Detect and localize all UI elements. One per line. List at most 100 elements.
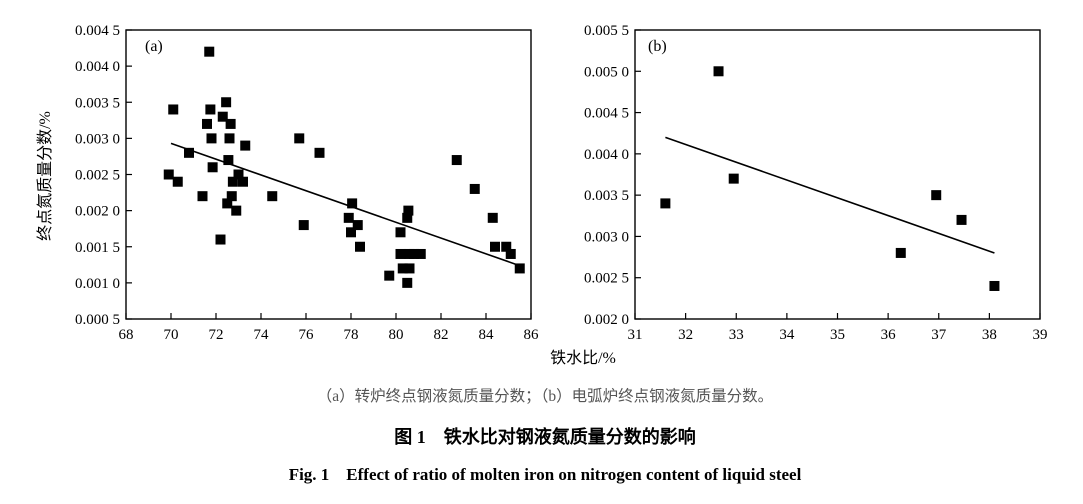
chart-a-data-point (395, 227, 406, 238)
chart-a-data-point (395, 248, 406, 259)
chart-a-data-point (227, 176, 238, 187)
chart-a-data-point (215, 234, 226, 245)
chart-a-ytick-label: 0.003 5 (75, 95, 120, 111)
chart-a-data-point (343, 212, 354, 223)
chart-a-data-point (233, 169, 244, 180)
chart-b-xtick-label: 34 (779, 327, 795, 343)
chart-a-data-point (240, 140, 251, 151)
chart-a-xtick-label: 82 (434, 327, 449, 343)
chart-b-data-point (728, 173, 739, 184)
chart-b-ytick-label: 0.004 0 (584, 147, 629, 163)
chart-b-data-point (660, 198, 671, 209)
chart-a-data-point (397, 263, 408, 274)
chart-a-data-point (346, 227, 356, 238)
chart-a-xtick-label: 78 (344, 327, 359, 343)
chart-a-data-point (402, 277, 413, 288)
chart-a-data-point (490, 241, 500, 252)
chart-a-data-point (409, 248, 419, 259)
chart-b-ytick-label: 0.005 0 (584, 64, 629, 80)
chart-a-data-point (402, 212, 413, 223)
chart-a-ytick-label: 0.001 0 (75, 276, 120, 292)
chart-a-data-point (267, 191, 278, 202)
chart-a-data-point (514, 263, 525, 274)
chart-b-ytick-label: 0.002 5 (584, 271, 629, 287)
chart-b-xtick-label: 33 (729, 327, 744, 343)
chart-b-ytick-label: 0.002 0 (584, 312, 629, 328)
chart-a-data-point (451, 155, 462, 166)
chart-a-data-point (298, 220, 309, 231)
chart-a-data-point (355, 241, 365, 252)
chart-a-panel-label: (a) (145, 38, 163, 55)
chart-a-data-point (184, 147, 194, 158)
chart-b-data-point (931, 190, 942, 201)
chart-a-ticks: 68 70 72 74 76 78 80 82 84 86 0.000 5 0.001 0 0.001 … (75, 23, 539, 343)
chart-b-data-point (989, 280, 1000, 291)
chart-b-plot-frame (634, 29, 1041, 320)
chart-a-data-point (168, 104, 179, 115)
x-axis-label: 铁水比/% (550, 349, 616, 367)
chart-b-data-point (713, 66, 724, 77)
chart-a-xtick-label: 74 (254, 327, 270, 343)
chart-b-ytick-label: 0.003 5 (584, 188, 629, 204)
chart-a-data-point (225, 118, 236, 129)
chart-a-data-point (231, 205, 242, 216)
chart-a-data-point (221, 97, 232, 108)
chart-b: 31 32 33 34 35 36 37 38 39 0.002 0 0.002 5 0.003 0 0… (584, 23, 1048, 343)
chart-a-data-point (202, 118, 212, 129)
chart-a-xtick-label: 84 (479, 327, 495, 343)
chart-a-data-point (226, 191, 237, 202)
chart-a-data-point (207, 162, 218, 173)
chart-a-plot-frame (125, 29, 532, 320)
chart-b-xtick-label: 37 (931, 327, 947, 343)
chart-a-data-point (172, 176, 183, 187)
chart-a-data-point (204, 46, 215, 57)
chart-a-ytick-label: 0.002 5 (75, 168, 120, 184)
chart-a-xtick-label: 80 (389, 327, 404, 343)
subcaption: （a）转炉终点钢液氮质量分数；（b）电弧炉终点钢液氮质量分数。 (317, 387, 773, 405)
chart-a-data-point (205, 104, 216, 115)
chart-a-xtick-label: 76 (299, 327, 315, 343)
chart-a-data-point (487, 212, 498, 223)
chart-b-xtick-label: 32 (678, 327, 693, 343)
chart-a-ytick-label: 0.004 5 (75, 23, 120, 39)
chart-a-points (163, 46, 525, 288)
chart-a: 68 70 72 74 76 78 80 82 84 86 0.000 5 0.001 0 0.001 … (36, 23, 539, 343)
chart-a-data-point (415, 248, 426, 259)
chart-b-ytick-label: 0.003 0 (584, 229, 629, 245)
chart-a-data-point (238, 176, 248, 187)
chart-b-xtick-label: 38 (982, 327, 997, 343)
chart-a-data-point (222, 198, 233, 209)
chart-a-data-point (403, 205, 414, 216)
chart-a-data-point (352, 220, 363, 231)
chart-b-data-point (895, 247, 906, 258)
chart-a-xtick-label: 86 (524, 327, 540, 343)
chart-a-data-point (404, 263, 415, 274)
chart-b-points (660, 66, 1000, 291)
chart-b-xtick-label: 31 (628, 327, 643, 343)
chart-b-xtick-label: 39 (1033, 327, 1048, 343)
chart-a-data-point (384, 270, 395, 281)
figure-title-cn: 图 1 铁水比对钢液氮质量分数的影响 (394, 426, 696, 447)
chart-a-ytick-label: 0.003 0 (75, 131, 120, 147)
chart-b-ytick-label: 0.004 5 (584, 106, 629, 122)
chart-a-ytick-label: 0.002 0 (75, 204, 120, 220)
chart-a-data-point (217, 111, 228, 122)
chart-a-data-point (224, 133, 235, 144)
chart-a-xtick-label: 72 (209, 327, 224, 343)
chart-a-data-point (501, 241, 512, 252)
chart-b-ytick-label: 0.005 5 (584, 23, 629, 39)
chart-b-data-point (956, 214, 967, 225)
chart-a-data-point (163, 169, 174, 180)
chart-b-xtick-label: 35 (830, 327, 845, 343)
chart-a-data-point (197, 191, 208, 202)
chart-a-ytick-label: 0.001 5 (75, 240, 120, 256)
chart-a-data-point (294, 133, 305, 144)
chart-a-xtick-label: 68 (119, 327, 134, 343)
chart-a-data-point (505, 248, 516, 259)
chart-a-data-point (314, 147, 325, 158)
chart-a-ytick-label: 0.004 0 (75, 59, 120, 75)
chart-b-xtick-label: 36 (881, 327, 897, 343)
chart-b-trendline (665, 136, 995, 254)
chart-a-data-point (347, 198, 358, 209)
